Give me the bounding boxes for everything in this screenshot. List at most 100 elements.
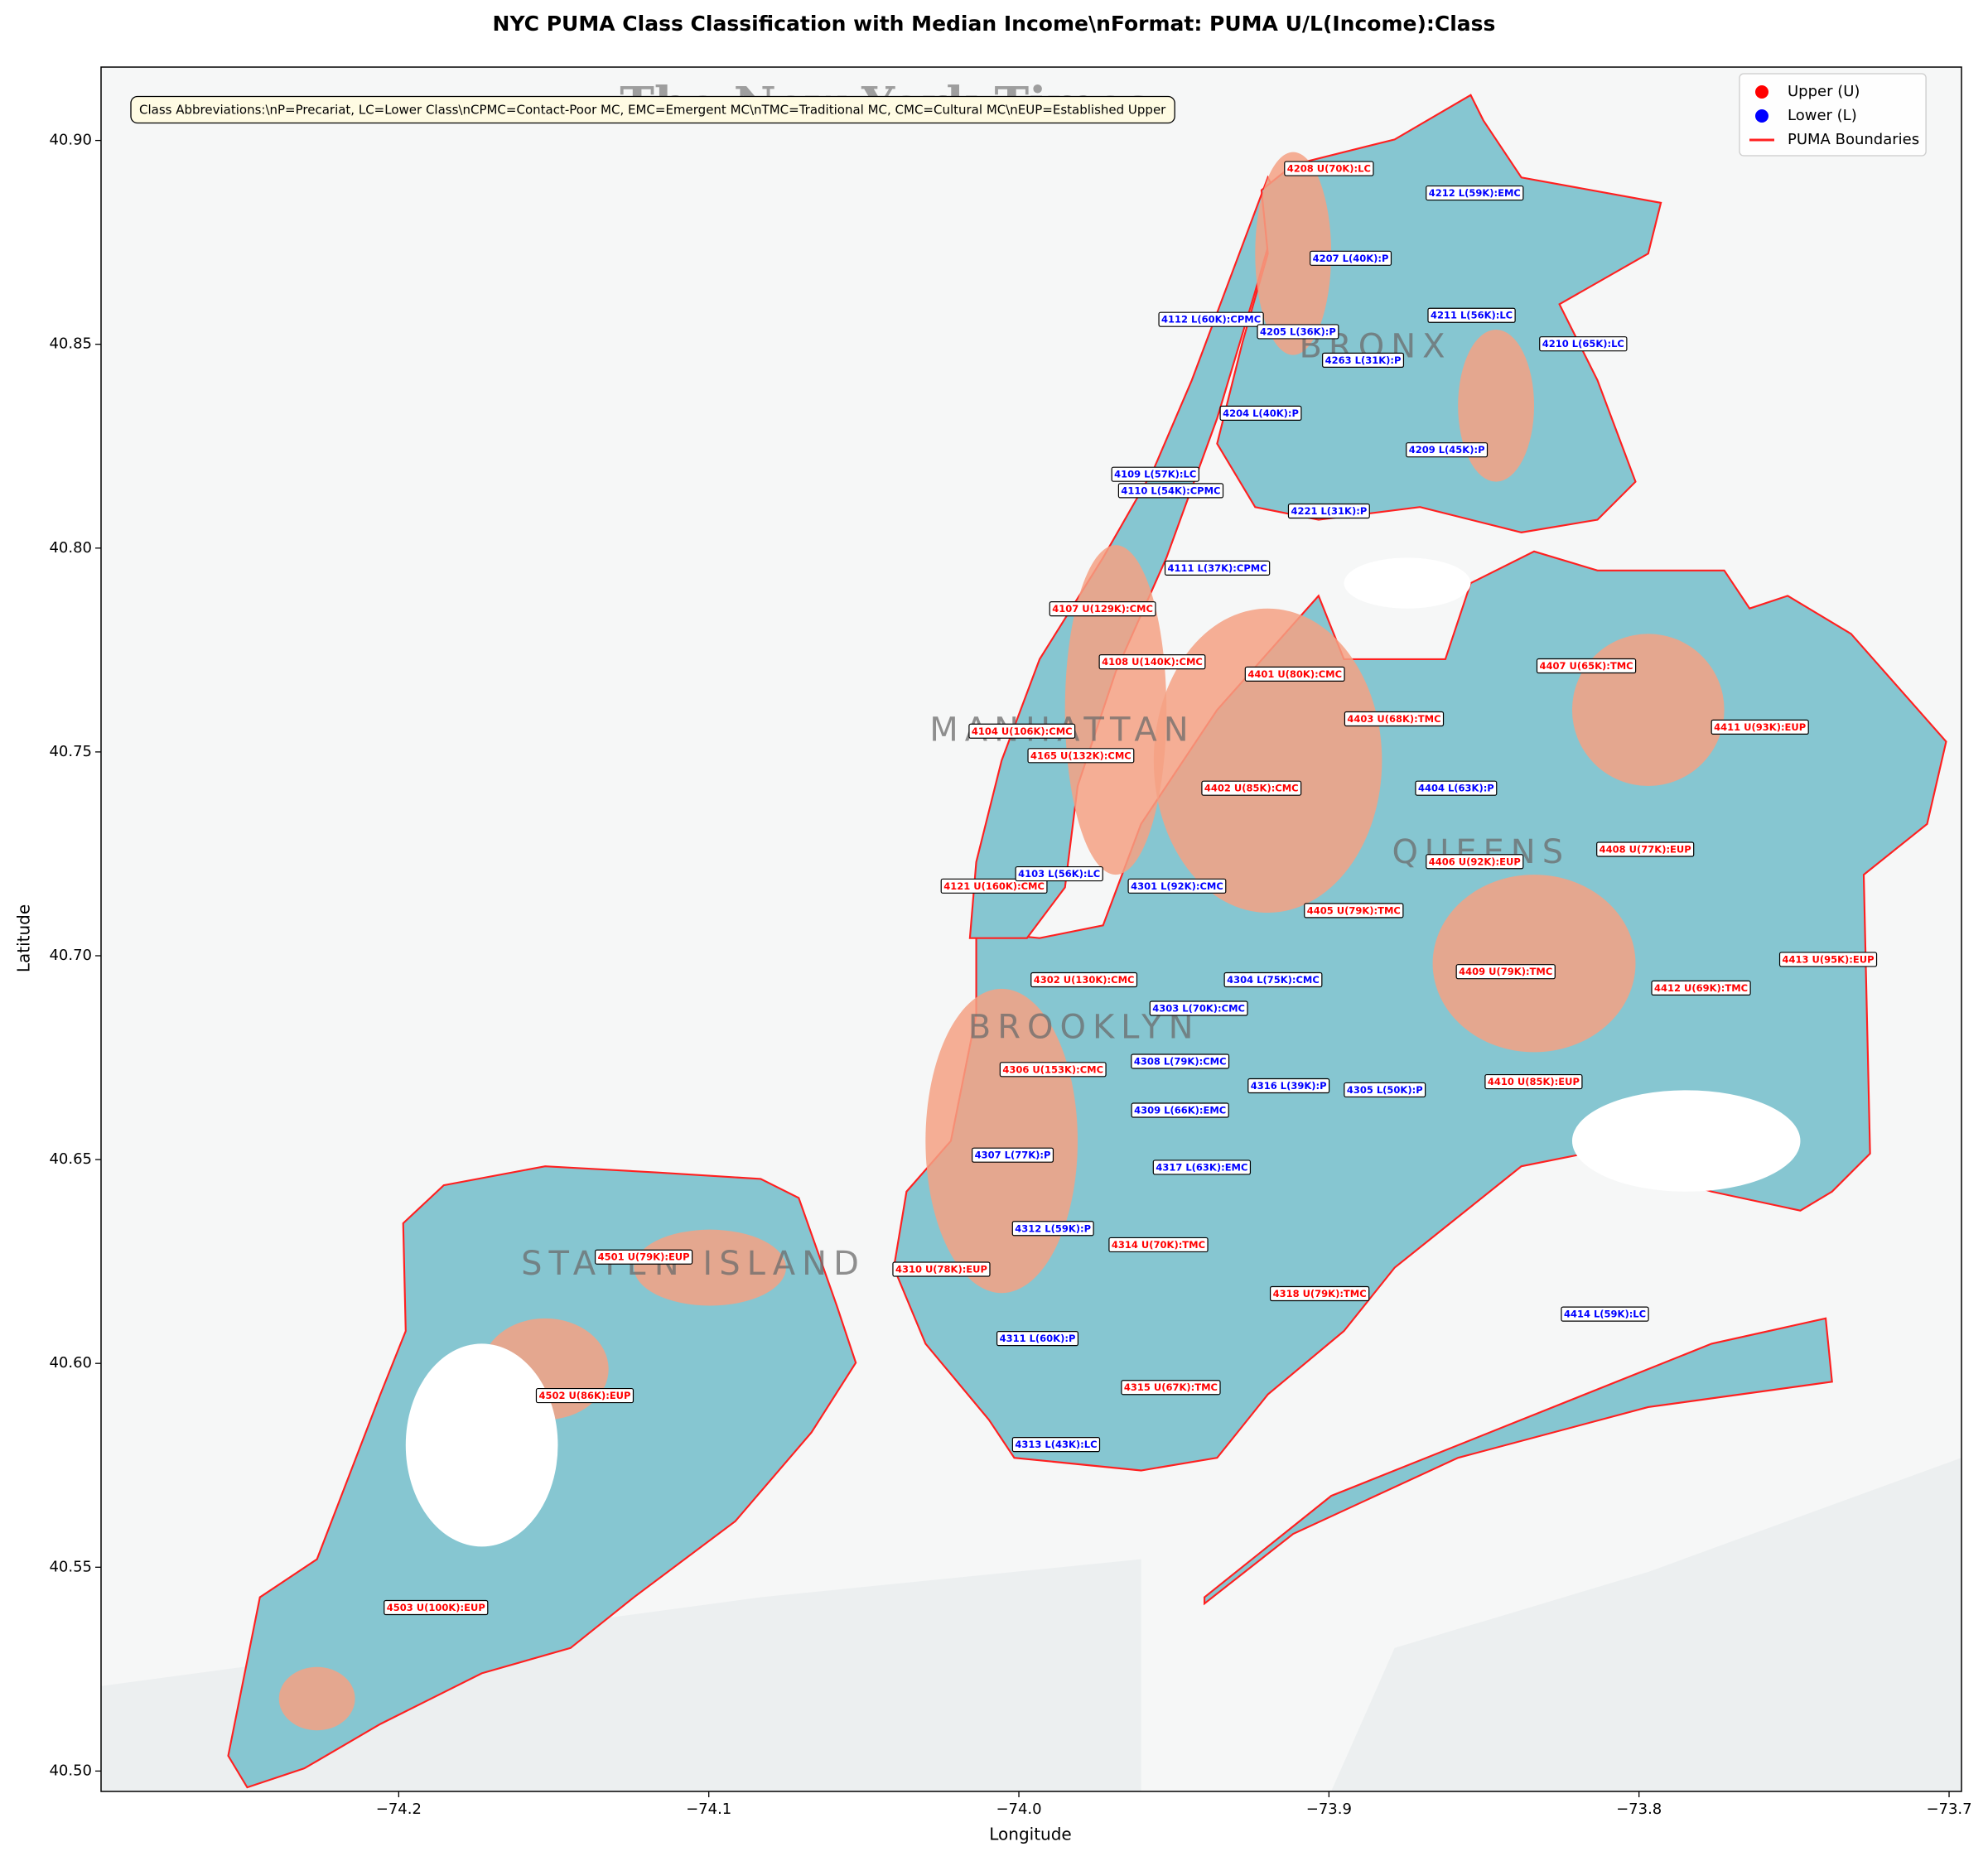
- puma-label: 4305 L(50K):P: [1344, 1082, 1426, 1098]
- puma-label-box: [1201, 780, 1302, 796]
- puma-label-box: [1257, 324, 1339, 340]
- puma-label: 4314 U(70K):TMC: [1108, 1237, 1209, 1253]
- puma-label-box: [1164, 560, 1271, 576]
- puma-label: 4406 U(92K):EUP: [1426, 854, 1524, 870]
- legend-label: Upper (U): [1788, 83, 1860, 100]
- puma-label: 4410 U(85K):EUP: [1484, 1073, 1583, 1090]
- puma-label-text: 4316 L(39K):P: [1251, 1080, 1327, 1092]
- puma-label: 4306 U(153K):CMC: [999, 1062, 1107, 1078]
- y-tick-label: 40.70: [49, 947, 92, 964]
- legend: Upper (U) Lower (L) PUMA Boundaries: [1739, 73, 1927, 157]
- parks: [405, 557, 1801, 1547]
- puma-label-box: [1247, 1078, 1330, 1094]
- puma-label-text: 4312 L(59K):P: [1015, 1222, 1091, 1234]
- plot-frame: [100, 66, 1962, 1792]
- puma-label-text: 4209 L(45K):P: [1409, 444, 1485, 456]
- puma-label-box: [1426, 854, 1524, 870]
- puma-label: 4403 U(68K):TMC: [1344, 711, 1445, 727]
- puma-label-text: 4108 U(140K):CMC: [1102, 656, 1203, 668]
- puma-label-text: 4306 U(153K):CMC: [1002, 1063, 1103, 1075]
- x-tick-label: −74.2: [376, 1801, 422, 1818]
- puma-label: 4121 U(160K):CMC: [940, 878, 1048, 894]
- puma-label-box: [1651, 980, 1751, 996]
- puma-label: 4401 U(80K):CMC: [1244, 666, 1345, 682]
- puma-label-text: 4414 L(59K):LC: [1564, 1309, 1646, 1320]
- puma-label-box: [384, 1599, 489, 1616]
- puma-label-box: [1778, 952, 1878, 967]
- puma-label-text: 4402 U(85K):CMC: [1204, 783, 1299, 794]
- puma-label: 4109 L(57K):LC: [1111, 466, 1199, 482]
- basemap: [101, 94, 1961, 1791]
- puma-label-box: [1011, 1221, 1094, 1237]
- puma-label-text: 4212 L(59K):EMC: [1429, 187, 1521, 199]
- puma-label-box: [1539, 336, 1628, 352]
- puma-label: 4414 L(59K):LC: [1561, 1306, 1649, 1322]
- puma-label: 4210 L(65K):LC: [1539, 336, 1628, 352]
- puma-label-text: 4307 L(77K):P: [975, 1150, 1051, 1161]
- puma-label-box: [1244, 666, 1345, 682]
- x-tick-label: −73.7: [1926, 1801, 1971, 1818]
- puma-label: 4212 L(59K):EMC: [1426, 185, 1524, 201]
- puma-label-box: [1304, 903, 1404, 918]
- y-tick-label: 40.55: [49, 1558, 92, 1575]
- puma-label-text: 4501 U(79K):EUP: [598, 1251, 690, 1263]
- puma-label-text: 4107 U(129K):CMC: [1052, 603, 1153, 615]
- legend-label: Lower (L): [1788, 107, 1857, 124]
- puma-label: 4209 L(45K):P: [1406, 442, 1489, 458]
- y-tick-label: 40.90: [49, 132, 92, 149]
- puma-label-text: 4413 U(95K):EUP: [1783, 953, 1875, 965]
- puma-label-text: 4404 L(63K):P: [1418, 783, 1494, 794]
- x-tick-label: −74.1: [686, 1801, 731, 1818]
- puma-label: 4408 U(77K):EUP: [1596, 841, 1695, 857]
- puma-label-box: [594, 1249, 693, 1265]
- puma-label: 4104 U(106K):CMC: [968, 723, 1076, 739]
- puma-label: 4409 U(79K):TMC: [1455, 964, 1556, 980]
- puma-label-box: [1011, 1437, 1101, 1453]
- puma-label: 4412 U(69K):TMC: [1651, 980, 1751, 996]
- puma-label-box: [1117, 483, 1224, 499]
- puma-label: 4501 U(79K):EUP: [594, 1249, 693, 1265]
- puma-label-box: [1415, 780, 1498, 796]
- puma-label-box: [1427, 307, 1516, 323]
- y-tick-label: 40.60: [49, 1354, 92, 1372]
- puma-label: 4307 L(77K):P: [972, 1147, 1054, 1163]
- puma-label-text: 4317 L(63K):EMC: [1156, 1161, 1247, 1173]
- puma-label: 4315 U(67K):TMC: [1121, 1380, 1221, 1396]
- puma-label-text: 4112 L(60K):CPMC: [1161, 314, 1261, 325]
- puma-label-box: [1561, 1306, 1649, 1322]
- puma-label-box: [1344, 711, 1445, 727]
- puma-label-text: 4503 U(100K):EUP: [387, 1602, 485, 1613]
- puma-label-text: 4303 L(70K):CMC: [1152, 1002, 1245, 1014]
- puma-label: 4310 U(78K):EUP: [892, 1261, 991, 1277]
- y-tick-label: 40.80: [49, 539, 92, 557]
- puma-label: 4204 L(40K):P: [1219, 405, 1302, 421]
- puma-label: 4207 L(40K):P: [1310, 250, 1392, 266]
- puma-label-box: [1536, 658, 1637, 674]
- puma-label-text: 4305 L(50K):P: [1347, 1084, 1423, 1096]
- puma-label: 4309 L(66K):EMC: [1131, 1102, 1229, 1118]
- puma-label: 4221 L(31K):P: [1287, 503, 1370, 519]
- puma-label-box: [1030, 971, 1138, 988]
- puma-label-box: [1015, 865, 1103, 882]
- puma-label-box: [1149, 1000, 1248, 1016]
- puma-label-box: [1484, 1073, 1583, 1090]
- puma-label: 4111 L(37K):CPMC: [1164, 560, 1271, 576]
- puma-label-text: 4165 U(132K):CMC: [1030, 750, 1132, 761]
- puma-label: 4316 L(39K):P: [1247, 1078, 1330, 1094]
- puma-label-text: 4502 U(86K):EUP: [538, 1390, 630, 1401]
- x-tick-label: −73.9: [1306, 1801, 1352, 1818]
- puma-label-text: 4412 U(69K):TMC: [1654, 982, 1748, 994]
- puma-label-text: 4406 U(92K):EUP: [1429, 856, 1521, 867]
- puma-label-text: 4205 L(36K):P: [1260, 325, 1336, 337]
- puma-label: 4318 U(79K):TMC: [1269, 1285, 1370, 1302]
- puma-label-text: 4302 U(130K):CMC: [1034, 974, 1135, 986]
- legend-box: [1739, 73, 1927, 157]
- puma-label: 4304 L(75K):CMC: [1223, 971, 1323, 988]
- puma-label-box: [1426, 185, 1524, 201]
- puma-label-box: [1219, 405, 1302, 421]
- puma-label-box: [535, 1387, 635, 1404]
- puma-label-text: 4301 L(92K):CMC: [1131, 880, 1223, 892]
- puma-label-box: [1322, 352, 1405, 368]
- puma-label-text: 4309 L(66K):EMC: [1134, 1105, 1226, 1116]
